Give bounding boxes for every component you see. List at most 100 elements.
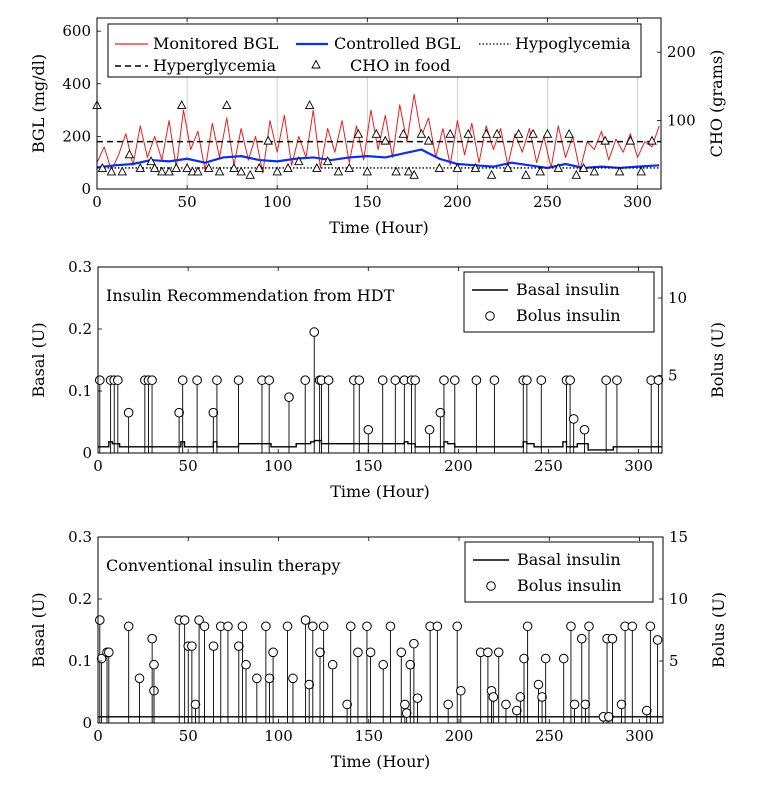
bolus-marker <box>288 673 298 684</box>
cho-marker <box>333 166 344 176</box>
bolus-marker <box>401 708 412 718</box>
bolus-marker <box>264 673 275 684</box>
cho-marker <box>571 169 582 179</box>
bolus-marker <box>353 647 363 658</box>
bolus-marker <box>604 712 614 722</box>
bolus-marker <box>568 414 579 424</box>
panel3-y-tick-label: 0.2 <box>68 590 92 608</box>
cho-marker <box>553 163 564 172</box>
bolus-marker <box>519 653 529 664</box>
bolus-marker <box>354 375 365 385</box>
bolus-marker <box>612 375 622 385</box>
cho-marker <box>470 163 481 172</box>
bolus-marker <box>565 375 575 385</box>
bolus-marker <box>123 407 134 418</box>
cho-marker <box>294 156 304 166</box>
legend-cho-label: CHO in food <box>350 56 450 75</box>
bolus-marker <box>432 621 443 632</box>
bolus-marker <box>501 699 511 710</box>
panel1-x-tick-label: 250 <box>533 193 562 211</box>
bolus-marker <box>363 424 374 435</box>
panel3-x-tick-label: 300 <box>625 727 654 745</box>
panel3-x-tick-label: 250 <box>535 727 564 745</box>
bolus-marker <box>580 699 591 710</box>
panel2-y-right-tick-label: 10 <box>668 289 687 307</box>
bolus-marker <box>410 375 420 385</box>
panel2-legend-bolus-label: Bolus insulin <box>516 306 621 325</box>
panel2-legend-basal-label: Basal insulin <box>516 280 620 299</box>
bolus-marker <box>187 641 197 651</box>
bolus-marker <box>558 653 569 664</box>
bolus-marker <box>134 673 145 684</box>
bolus-marker <box>584 621 594 632</box>
panel3-x-tick-label: 200 <box>445 727 474 745</box>
cho-marker <box>236 166 246 176</box>
panel1-y-right-axis-label: CHO (grams) <box>707 50 726 158</box>
cho-marker <box>263 135 273 145</box>
legend-cho-swatch <box>311 59 321 69</box>
cho-marker <box>304 100 315 110</box>
bolus-marker <box>199 621 210 632</box>
bolus-marker <box>566 621 576 632</box>
bolus-marker <box>601 375 611 385</box>
bolus-marker <box>579 424 590 435</box>
panel1-x-tick-label: 300 <box>623 193 652 211</box>
monitored-bgl-line <box>96 93 660 174</box>
bolus-marker <box>284 392 294 403</box>
cho-marker <box>625 135 636 145</box>
panel2-y-tick-label: 0 <box>82 444 92 462</box>
bolus-marker <box>212 375 222 385</box>
cho-marker <box>492 128 502 138</box>
bolus-marker <box>194 615 204 625</box>
legend-box <box>107 23 642 78</box>
cho-marker <box>416 128 427 138</box>
cho-marker <box>486 169 497 179</box>
bolus-marker <box>327 659 338 670</box>
cho-marker <box>322 156 333 166</box>
cho-marker <box>245 169 255 179</box>
cho-marker <box>503 163 513 172</box>
cho-marker <box>535 166 546 176</box>
cho-marker <box>203 163 214 172</box>
bolus-marker <box>304 679 314 690</box>
panel3-plot-frame <box>97 536 664 724</box>
bolus-marker <box>300 375 311 385</box>
bolus-marker <box>653 375 664 385</box>
bolus-marker <box>378 659 389 670</box>
panel3-legend-basal-label: Basal insulin <box>517 550 621 569</box>
bolus-marker <box>113 375 123 385</box>
bolus-marker <box>540 653 551 664</box>
bolus-marker <box>385 621 396 632</box>
panel2-x-tick-label: 50 <box>179 457 198 475</box>
panel3-x-tick-label: 100 <box>264 727 293 745</box>
cho-marker <box>362 166 373 176</box>
panel1-x-axis-label: Time (Hour) <box>329 218 429 237</box>
panel2-annotation: Insulin Recommendation from HDT <box>106 286 395 305</box>
bolus-marker <box>471 375 482 385</box>
panel3-y-axis-label: Basal (U) <box>29 592 48 667</box>
panel2-x-tick-label: 100 <box>264 457 293 475</box>
bolus-marker <box>515 692 526 702</box>
bolus-marker <box>149 659 159 670</box>
cho-marker <box>434 163 445 172</box>
cho-marker <box>229 163 239 172</box>
cho-marker <box>171 163 182 172</box>
panel2-x-tick-label: 200 <box>444 457 473 475</box>
bolus-marker <box>645 621 656 632</box>
bolus-marker <box>104 647 114 658</box>
bolus-marker <box>576 633 587 644</box>
cho-marker <box>272 166 282 176</box>
panel2-y-right-tick-label: 5 <box>668 367 678 385</box>
bolus-marker <box>208 407 219 418</box>
bolus-marker <box>123 621 134 632</box>
cho-marker <box>353 128 364 138</box>
bolus-marker <box>95 615 105 625</box>
bolus-marker <box>323 375 334 385</box>
cho-marker <box>513 128 524 138</box>
legend-hyper-label: Hyperglycemia <box>153 56 276 75</box>
panel2-x-tick-label: 300 <box>624 457 653 475</box>
panel3-legend-bolus-label: Bolus insulin <box>517 576 622 595</box>
bolus-marker <box>435 407 446 418</box>
cho-marker <box>647 135 657 145</box>
